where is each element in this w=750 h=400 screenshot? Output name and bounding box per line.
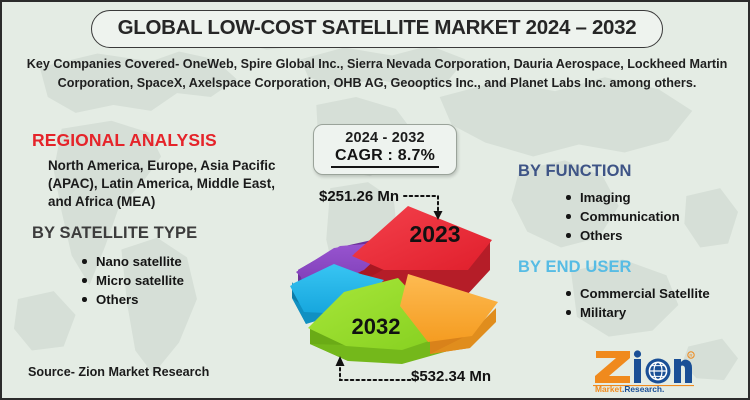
callout-forecast-value: $532.34 Mn: [411, 368, 492, 385]
end-user-list: Commercial Satellite Military: [550, 284, 710, 322]
source-text: Source- Zion Market Research: [28, 365, 210, 379]
zion-logo[interactable]: R Market.Research.: [590, 345, 698, 393]
function-list: Imaging Communication Others: [550, 188, 680, 245]
satellite-type-list: Nano satellite Micro satellite Others: [66, 252, 184, 309]
page-title: GLOBAL LOW-COST SATELLITE MARKET 2024 – …: [90, 10, 664, 48]
list-item: Military: [566, 303, 710, 322]
list-item: Nano satellite: [82, 252, 184, 271]
list-item: Others: [82, 290, 184, 309]
title-container: GLOBAL LOW-COST SATELLITE MARKET 2024 – …: [2, 10, 748, 48]
cagr-value: CAGR : 8.7%: [331, 147, 439, 168]
regional-analysis-heading: REGIONAL ANALYSIS: [32, 130, 217, 150]
by-end-user-heading: BY END USER: [518, 258, 632, 276]
cagr-period: 2024 - 2032: [345, 130, 425, 146]
pie-chart: 2023 2032: [290, 198, 540, 368]
regional-analysis-body: North America, Europe, Asia Pacific (APA…: [48, 158, 276, 209]
logo-tagline: Market.Research.: [595, 384, 664, 393]
by-function-heading: BY FUNCTION: [518, 162, 632, 180]
pie-slice-label-2032: 2032: [352, 314, 401, 339]
svg-text:R: R: [689, 353, 692, 358]
list-item: Imaging: [566, 188, 680, 207]
key-companies-text: Key Companies Covered- OneWeb, Spire Glo…: [26, 57, 728, 91]
list-item: Communication: [566, 207, 680, 226]
list-item: Others: [566, 226, 680, 245]
cagr-box: 2024 - 2032 CAGR : 8.7%: [313, 124, 457, 175]
list-item: Micro satellite: [82, 271, 184, 290]
pie-slice-label-2023: 2023: [409, 221, 460, 247]
list-item: Commercial Satellite: [566, 284, 710, 303]
callout-base-year-value: $251.26 Mn: [319, 188, 400, 205]
by-satellite-type-heading: BY SATELLITE TYPE: [32, 224, 198, 242]
